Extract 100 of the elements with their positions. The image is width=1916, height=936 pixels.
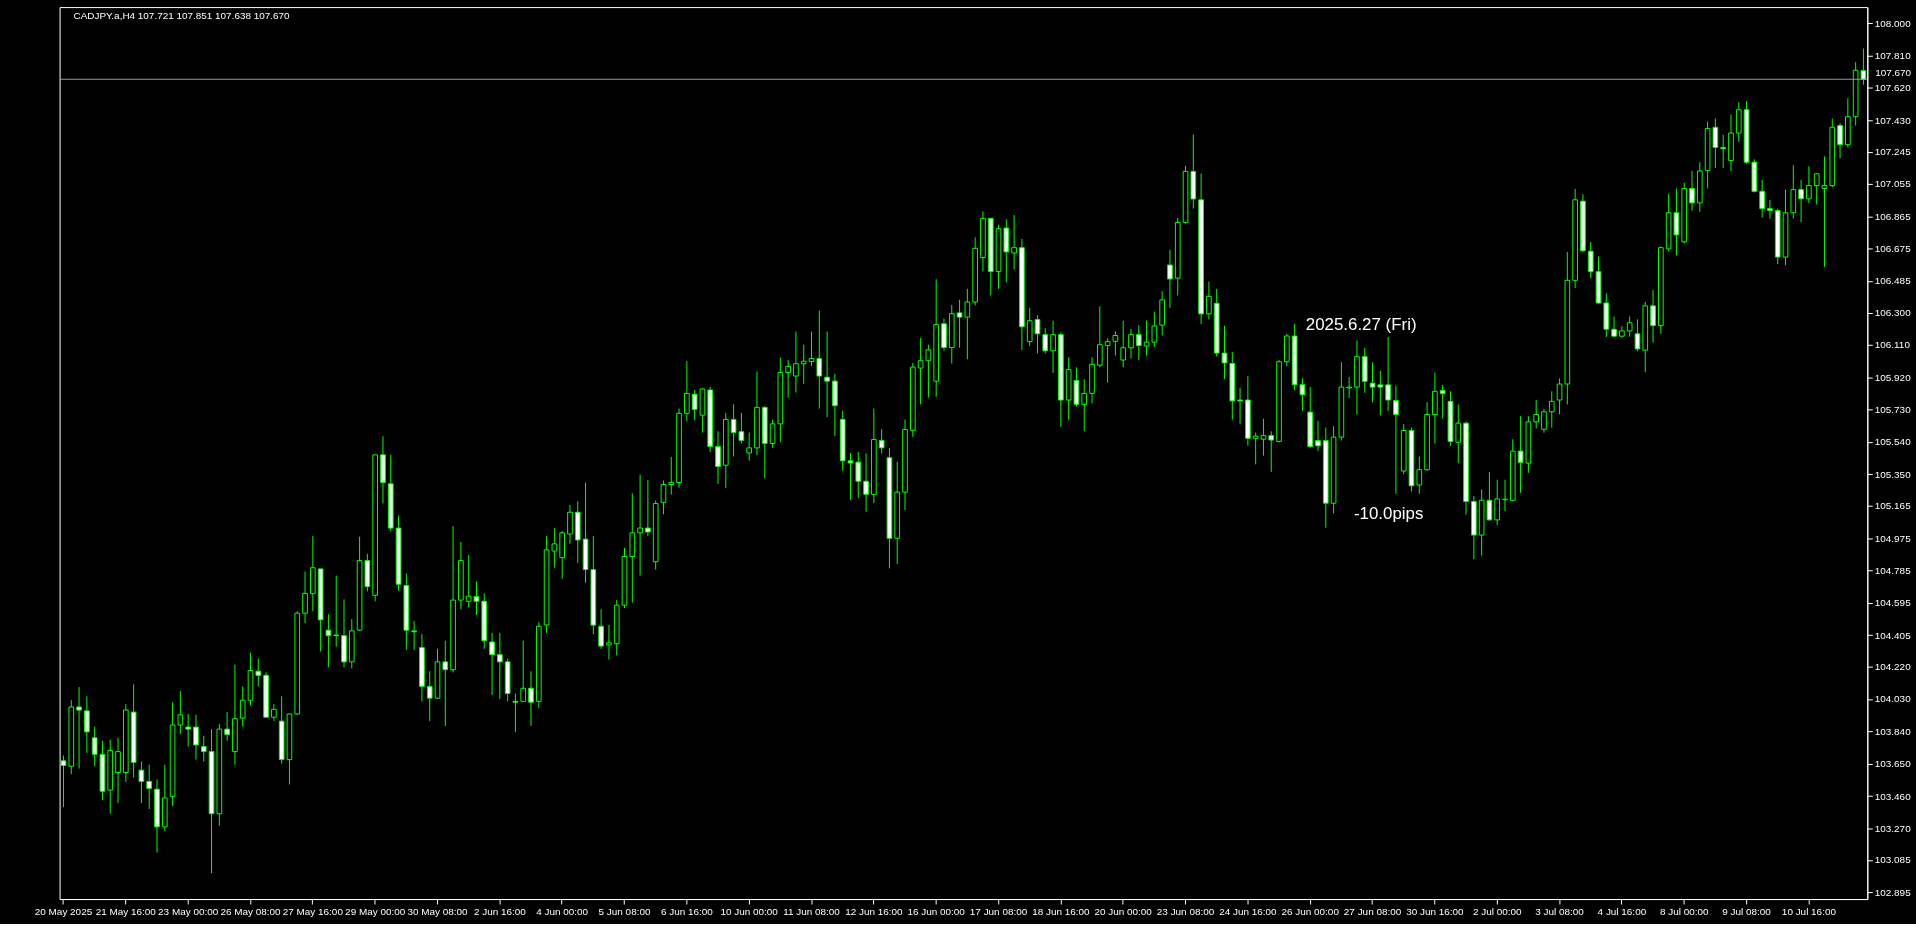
candlestick — [1767, 199, 1773, 220]
candlestick — [606, 624, 612, 660]
x-tick-label: 4 Jun 00:00 — [536, 906, 589, 918]
annotation: 2025.6.27 (Fri) — [1305, 315, 1417, 335]
y-tick-label: 107.430 — [1874, 114, 1912, 126]
candlestick — [1432, 372, 1438, 445]
candlestick — [1533, 399, 1540, 429]
ref-line-label: 107.670 — [1875, 67, 1912, 79]
candlestick — [426, 670, 433, 722]
y-tick-label: 105.540 — [1874, 436, 1912, 448]
y-tick-label: 102.895 — [1874, 886, 1912, 898]
candlestick — [239, 685, 246, 728]
candlestick — [878, 428, 885, 454]
candlestick — [115, 737, 121, 804]
x-tick-label: 11 Jun 08:00 — [783, 906, 841, 918]
candlestick — [333, 575, 340, 648]
y-tick-label: 103.840 — [1874, 725, 1912, 737]
y-tick-label: 103.270 — [1874, 822, 1912, 834]
x-tick-label: 20 Jun 00:00 — [1094, 906, 1153, 918]
x-tick-label: 18 Jun 16:00 — [1032, 906, 1091, 918]
x-tick-label: 26 Jun 00:00 — [1281, 906, 1340, 918]
candlestick — [824, 331, 830, 418]
x-tick-label: 30 May 08:00 — [407, 906, 469, 918]
candlestick — [200, 735, 207, 762]
x-tick-label: 30 Jun 16:00 — [1406, 906, 1465, 918]
y-tick-label: 106.300 — [1874, 306, 1912, 318]
candlestick — [138, 760, 145, 804]
candlestick — [1650, 289, 1656, 344]
candlestick — [185, 713, 191, 747]
candlestick — [645, 479, 651, 537]
candlestick — [567, 504, 573, 545]
x-tick-label: 27 May 16:00 — [282, 906, 344, 918]
x-tick-label: 6 Jun 16:00 — [660, 906, 714, 918]
candlestick — [715, 430, 721, 485]
x-tick-label: 27 Jun 08:00 — [1343, 906, 1402, 918]
candlestick — [660, 480, 667, 515]
y-tick-label: 107.620 — [1874, 82, 1912, 94]
y-tick-label: 104.220 — [1874, 661, 1912, 673]
x-tick-label: 20 May 2025 — [34, 906, 93, 918]
x-tick-label: 2 Jun 16:00 — [473, 906, 527, 918]
candlestick — [1439, 384, 1446, 420]
x-tick-label: 4 Jul 16:00 — [1597, 906, 1647, 918]
candlestick — [1050, 320, 1056, 374]
candlestick — [84, 695, 90, 754]
y-tick-label: 103.460 — [1874, 790, 1912, 802]
y-tick-label: 103.650 — [1874, 758, 1912, 770]
candlestick — [1011, 214, 1017, 270]
candlestick — [497, 632, 503, 700]
candlestick — [1096, 305, 1103, 368]
candlestick — [1167, 249, 1173, 309]
candlestick — [668, 456, 675, 496]
y-tick-label: 106.485 — [1874, 275, 1912, 287]
x-tick-label: 10 Jul 16:00 — [1781, 906, 1837, 918]
y-tick-label: 106.110 — [1874, 339, 1911, 351]
y-tick-label: 105.165 — [1874, 500, 1912, 512]
y-tick-label: 104.595 — [1874, 597, 1912, 609]
candlestick — [1385, 336, 1391, 412]
x-tick-label: 17 Jun 08:00 — [969, 906, 1028, 918]
candlestick — [793, 331, 799, 394]
y-tick-label: 104.975 — [1874, 532, 1912, 544]
y-tick-label: 106.675 — [1874, 243, 1912, 255]
candlestick — [855, 451, 862, 499]
candlestick — [1455, 403, 1462, 464]
candlestick — [746, 432, 753, 462]
candlestick — [785, 359, 791, 399]
candlestick — [941, 317, 947, 352]
candlestick — [1221, 325, 1228, 380]
candlestick — [1135, 324, 1142, 361]
candlestick — [1081, 378, 1088, 432]
candlestick — [1541, 408, 1547, 434]
candlestick — [1806, 165, 1812, 204]
annotation: -10.0pips — [1353, 503, 1424, 523]
candlestick — [302, 571, 308, 624]
y-tick-label: 104.785 — [1874, 564, 1912, 576]
x-tick-label: 10 Jun 00:00 — [720, 906, 779, 918]
candlestick — [637, 474, 643, 577]
y-tick-label: 107.055 — [1874, 178, 1912, 190]
x-tick-label: 23 May 00:00 — [158, 906, 219, 918]
candlestick — [1393, 385, 1399, 495]
candlestick — [1042, 327, 1049, 354]
candlestick — [863, 452, 869, 513]
x-tick-label: 9 Jul 08:00 — [1722, 906, 1772, 918]
y-tick-label: 104.030 — [1874, 693, 1912, 705]
chart-title: CADJPY.a,H4 107.721 107.851 107.638 107.670 — [73, 10, 291, 22]
candlestick — [1315, 420, 1321, 452]
x-tick-label: 24 Jun 16:00 — [1219, 906, 1278, 918]
candlestick — [512, 693, 519, 733]
candlestick — [325, 613, 332, 668]
y-tick-label: 104.405 — [1874, 629, 1912, 641]
candlestick — [76, 686, 82, 770]
candlestick — [520, 640, 527, 703]
x-tick-label: 12 Jun 16:00 — [845, 906, 904, 918]
x-tick-label: 21 May 16:00 — [95, 906, 157, 918]
candlestick — [1720, 134, 1727, 169]
x-tick-label: 3 Jul 08:00 — [1535, 906, 1585, 918]
candlestick — [684, 360, 690, 422]
candlestick — [1346, 376, 1352, 399]
candlestick — [224, 711, 230, 742]
candlestick — [1587, 241, 1594, 279]
candlestick — [800, 344, 807, 385]
